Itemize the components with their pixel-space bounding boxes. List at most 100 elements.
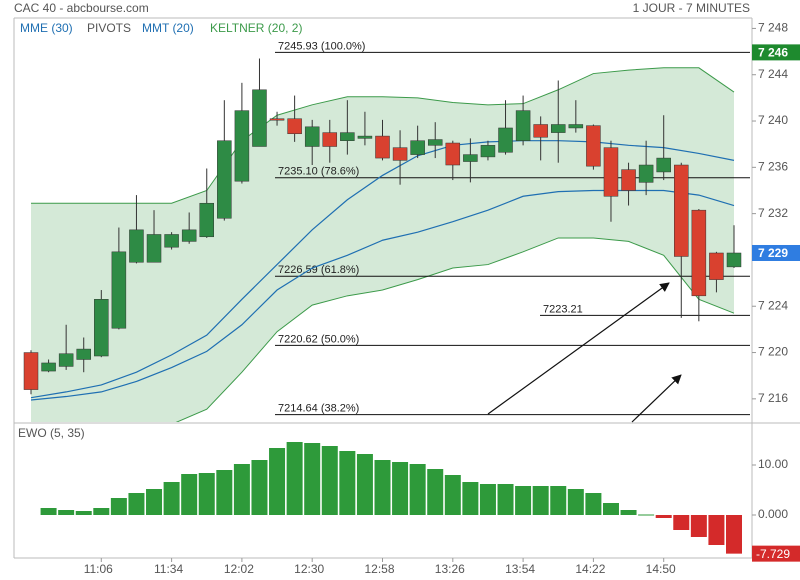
candle-body <box>58 353 74 367</box>
bar <box>233 464 250 515</box>
bar <box>690 515 707 537</box>
bar <box>75 511 92 515</box>
bar <box>163 482 180 515</box>
bar <box>93 508 110 515</box>
bar <box>497 484 514 515</box>
moving-average <box>30 140 735 399</box>
bar <box>110 498 127 515</box>
candle-body <box>586 125 601 167</box>
bar <box>181 474 198 515</box>
bar <box>304 443 321 515</box>
candle-body <box>111 251 127 329</box>
candle-body <box>533 124 548 138</box>
bar <box>726 515 742 554</box>
bar <box>550 486 567 515</box>
candle-body <box>181 229 197 242</box>
y-tick-label: 7 224 <box>758 298 788 312</box>
candle-body <box>23 352 39 390</box>
bar <box>392 462 409 515</box>
x-tick-label: 14:22 <box>575 562 605 576</box>
candle-body <box>480 145 496 158</box>
candle-body <box>41 362 56 372</box>
bar <box>251 460 268 515</box>
bar <box>356 454 373 515</box>
bar <box>128 493 145 515</box>
y-tick-label: 0.000 <box>758 507 788 521</box>
x-tick-label: 11:34 <box>154 562 183 576</box>
bar <box>321 446 338 515</box>
candle-body <box>445 142 461 166</box>
candle-body <box>726 252 742 268</box>
x-tick-label: 13:54 <box>505 562 535 576</box>
candle-body <box>76 348 91 360</box>
y-tick-label: 7 244 <box>758 67 788 81</box>
y-tick-label: 7 232 <box>758 206 788 220</box>
bar <box>198 473 215 515</box>
price-tag-label: 7 246 <box>758 46 788 60</box>
bar <box>339 451 356 515</box>
candle-body <box>287 118 302 135</box>
legend-entry: MME (30) <box>20 21 73 35</box>
candle-body <box>410 140 425 155</box>
bar <box>286 442 303 515</box>
candle-body <box>568 124 584 129</box>
bar <box>620 510 637 515</box>
pivot-label: 7220.62 (50.0%) <box>278 333 359 345</box>
bar <box>532 486 549 515</box>
bar <box>269 448 286 515</box>
legend-entry: KELTNER (20, 2) <box>210 21 302 35</box>
bar <box>567 489 584 515</box>
candle-body <box>498 127 513 153</box>
candle-body <box>515 110 531 141</box>
bar <box>374 460 391 515</box>
candle-body <box>269 118 285 121</box>
candle-body <box>656 157 671 173</box>
pivot-label: 7235.10 (78.6%) <box>278 166 359 178</box>
chart-subtitle: 1 JOUR - 7 MINUTES <box>633 1 750 15</box>
x-tick-label: 12:30 <box>294 562 324 576</box>
bar <box>409 464 426 515</box>
candle-body <box>129 229 144 263</box>
price-tag-label: 7 229 <box>758 246 788 260</box>
annotation-arrow <box>487 282 670 415</box>
bar <box>479 484 496 515</box>
candle-body <box>621 169 636 191</box>
candle-body <box>252 89 267 147</box>
candle-body <box>94 299 109 357</box>
bar <box>638 514 655 516</box>
bar <box>708 515 725 545</box>
pivot-label: 7245.93 (100.0%) <box>278 40 365 52</box>
candle-body <box>638 164 654 183</box>
bar <box>427 469 444 515</box>
y-tick-label: 7 220 <box>758 345 788 359</box>
bar <box>602 503 619 515</box>
y-tick-label: 10.00 <box>758 457 788 471</box>
y-tick-label: 7 236 <box>758 160 788 174</box>
keltner-lower <box>175 237 735 422</box>
bar <box>58 510 75 515</box>
panel-title: EWO (5, 35) <box>18 426 85 440</box>
candle-body <box>427 139 443 146</box>
candle-body <box>392 147 408 161</box>
candle-body <box>603 147 619 197</box>
y-tick-label: 7 240 <box>758 113 788 127</box>
pivot-label: 7226.59 (61.8%) <box>278 264 359 276</box>
bar <box>585 493 602 515</box>
bar <box>40 508 57 515</box>
x-tick-label: 13:26 <box>435 562 465 576</box>
bar <box>216 470 233 515</box>
candle-body <box>340 132 355 141</box>
legend-entry: MMT (20) <box>142 21 194 35</box>
x-tick-label: 11:06 <box>84 562 113 576</box>
candle-body <box>146 234 162 263</box>
candle-body <box>709 252 724 280</box>
bar <box>462 482 479 515</box>
candle-body <box>691 209 707 297</box>
candle-body <box>375 135 390 159</box>
x-tick-label: 14:50 <box>646 562 676 576</box>
annotation-arrow <box>631 374 682 423</box>
candle-body <box>357 135 373 139</box>
x-tick-label: 12:02 <box>224 562 254 576</box>
keltner-upper <box>31 67 735 204</box>
candle-body <box>164 234 179 248</box>
